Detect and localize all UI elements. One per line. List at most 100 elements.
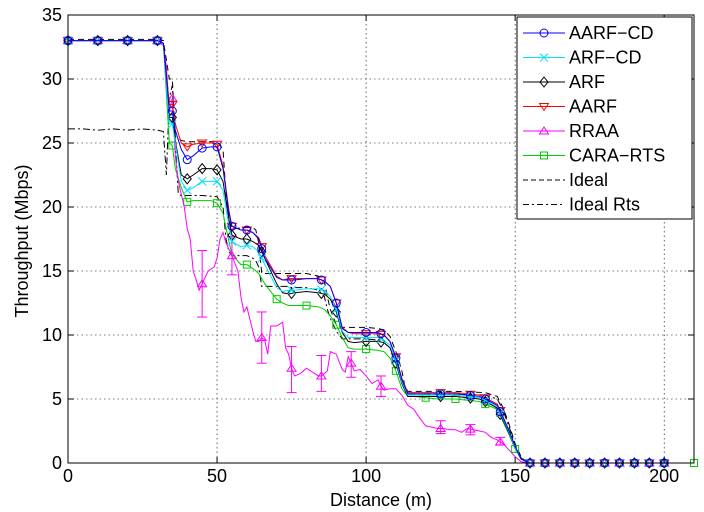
marker-stroke — [212, 177, 222, 186]
data-point — [480, 394, 490, 404]
data-point — [212, 142, 222, 152]
data-point — [257, 245, 267, 258]
data-point — [197, 143, 207, 153]
series-line — [68, 40, 694, 464]
x-axis-title: Distance (m) — [330, 490, 432, 510]
marker-stroke — [466, 392, 475, 402]
marker-stroke — [361, 333, 371, 342]
data-point — [331, 306, 341, 318]
data-point — [570, 457, 580, 469]
legend-entry-ideal: Ideal — [523, 170, 608, 190]
data-point — [555, 457, 565, 469]
data-point — [242, 233, 252, 245]
data-point — [152, 34, 163, 47]
marker-stroke — [391, 356, 401, 365]
data-point — [182, 155, 192, 165]
data-point — [287, 285, 296, 295]
marker-stroke — [376, 334, 386, 344]
data-point — [376, 329, 386, 339]
data-point — [659, 457, 669, 469]
data-point — [226, 250, 238, 260]
data-point — [197, 177, 207, 186]
data-point — [391, 356, 401, 365]
data-point — [629, 457, 640, 469]
data-point — [122, 34, 133, 47]
legend-label: ARF−CD — [569, 48, 642, 68]
data-point — [123, 36, 133, 46]
data-point — [286, 287, 297, 300]
data-point — [495, 407, 505, 417]
legend-entry-rraa: RRAA — [523, 121, 619, 141]
error-bar — [346, 351, 357, 378]
legend: AARF−CD ARF−CD ARF AARF RRAA CARA−RTS Ideal Ide… — [516, 16, 693, 220]
data-point — [391, 353, 401, 363]
marker-stroke — [242, 241, 252, 250]
data-point — [362, 345, 371, 354]
data-point — [257, 244, 267, 254]
legend-marker — [539, 28, 549, 38]
data-point — [644, 457, 654, 469]
legend-entry-aarf-cd: AARF−CD — [523, 23, 654, 43]
data-point — [211, 140, 223, 150]
data-point — [495, 408, 505, 421]
data-point — [242, 225, 252, 235]
error-bar — [197, 250, 208, 318]
data-point — [212, 177, 222, 186]
legend-entry-ideal-rts: Ideal Rts — [523, 195, 640, 215]
legend-label: RRAA — [569, 121, 619, 141]
marker-stroke — [197, 177, 207, 186]
legend-box — [516, 16, 693, 220]
y-tick-label: 5 — [52, 389, 62, 409]
data-point — [167, 111, 177, 124]
data-point — [182, 186, 192, 195]
x-tick-label: 0 — [63, 466, 73, 486]
data-point — [182, 173, 192, 185]
data-point — [227, 221, 237, 231]
legend-marker — [539, 76, 549, 88]
legend-marker — [539, 53, 549, 62]
data-point — [599, 457, 610, 469]
marker-stroke — [287, 285, 296, 295]
x-tick-label: 100 — [351, 466, 381, 486]
data-point — [166, 101, 178, 110]
legend-marker — [538, 126, 550, 135]
y-tick-label: 10 — [42, 325, 62, 345]
data-point — [167, 106, 177, 116]
marker-stroke — [480, 395, 490, 405]
data-point — [286, 363, 297, 372]
marker-stroke — [539, 53, 549, 62]
data-point — [242, 260, 251, 269]
data-point — [316, 275, 326, 285]
data-point — [213, 199, 222, 208]
data-point — [302, 301, 311, 310]
marker-stroke — [182, 186, 192, 195]
data-point — [272, 295, 281, 304]
y-tick-label: 0 — [52, 453, 62, 473]
legend-marker — [538, 103, 550, 112]
data-point — [93, 34, 103, 47]
grid-lines — [68, 15, 694, 463]
data-point — [242, 241, 252, 250]
data-point — [317, 285, 326, 294]
y-tick-label: 30 — [42, 69, 62, 89]
error-bar — [376, 375, 386, 397]
x-tick-label: 150 — [500, 466, 530, 486]
data-point — [256, 332, 268, 342]
legend-label: AARF−CD — [569, 23, 654, 43]
data-point — [152, 36, 162, 46]
data-point — [183, 197, 192, 206]
data-point — [331, 305, 341, 314]
data-point — [315, 371, 327, 380]
data-point — [465, 390, 475, 400]
y-tick-label: 20 — [42, 197, 62, 217]
legend-entry-aarf: AARF — [523, 97, 617, 117]
x-tick-label: 200 — [649, 466, 679, 486]
legend-entry-arf-cd: ARF−CD — [523, 48, 642, 68]
data-point — [436, 390, 445, 400]
data-point — [287, 275, 297, 285]
y-axis-title: Throughput (Mbps) — [12, 164, 32, 317]
marker-stroke — [227, 237, 237, 246]
marker-stroke — [167, 119, 177, 129]
error-bar — [316, 354, 327, 392]
